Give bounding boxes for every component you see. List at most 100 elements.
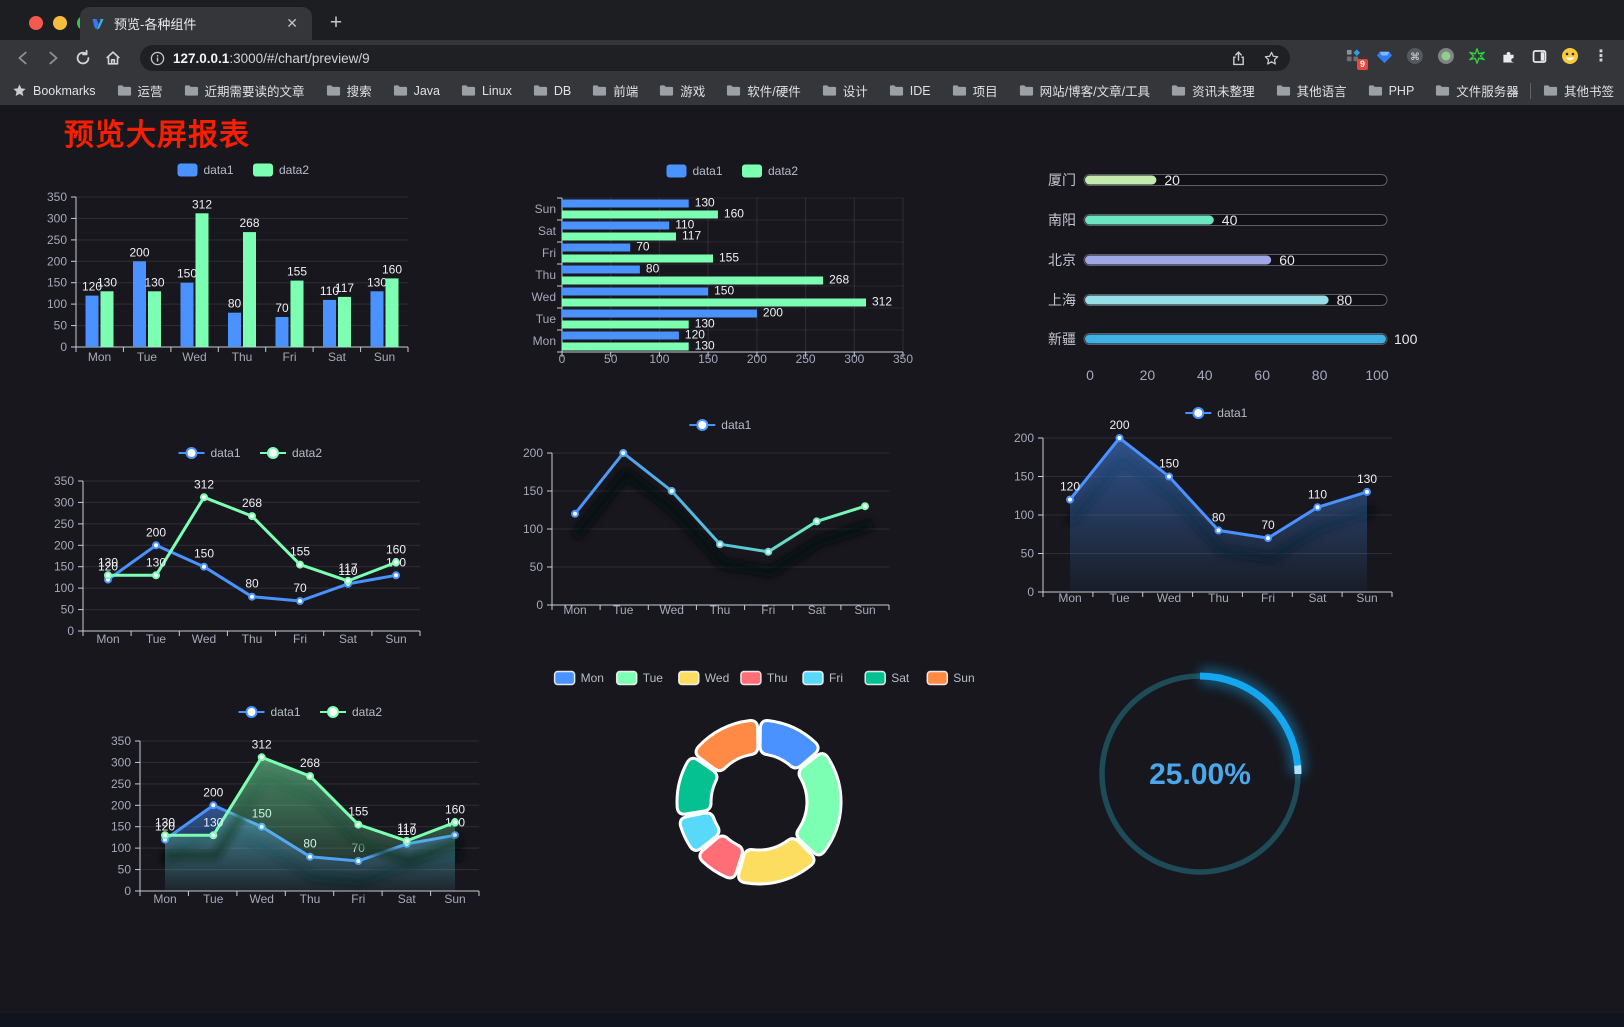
macos-close-button[interactable]: [29, 16, 43, 30]
bookmark-item[interactable]: 设计: [822, 81, 868, 100]
svg-text:250: 250: [111, 777, 131, 791]
c-pie-svg: Mon Tue Wed Thu Fri Sat Sun: [553, 670, 975, 886]
svg-text:Sun: Sun: [385, 632, 406, 646]
svg-text:Fri: Fri: [761, 603, 775, 617]
bookmark-star-icon[interactable]: [1263, 50, 1280, 67]
donut-slice-Fri[interactable]: [678, 811, 721, 852]
legend[interactable]: data1 data2: [178, 446, 323, 460]
extension-puzzle-icon[interactable]: [1497, 44, 1519, 68]
svg-text:50: 50: [54, 319, 68, 333]
donut-slice-Wed[interactable]: [737, 837, 816, 886]
legend[interactable]: data1 data2: [238, 705, 383, 719]
svg-text:117: 117: [682, 229, 701, 243]
back-icon[interactable]: [8, 44, 38, 72]
extension-command-icon[interactable]: ⌘: [1404, 44, 1426, 68]
extension-sidebar-icon[interactable]: [1528, 44, 1550, 68]
svg-text:40: 40: [1197, 367, 1213, 383]
svg-text:0: 0: [559, 352, 566, 366]
forward-icon[interactable]: [38, 44, 68, 72]
site-info-icon[interactable]: [150, 51, 165, 66]
bookmark-item[interactable]: 近期需要读的文章: [184, 81, 305, 100]
svg-text:Mon: Mon: [88, 350, 111, 364]
svg-text:data2: data2: [279, 163, 309, 177]
legend[interactable]: data1 data2: [177, 163, 310, 177]
bookmark-item[interactable]: DB: [533, 81, 571, 100]
folder-icon: [461, 85, 476, 96]
legend[interactable]: Mon Tue Wed Thu Fri Sat Sun: [553, 670, 975, 686]
extension-record-icon[interactable]: [1435, 44, 1457, 68]
svg-text:200: 200: [54, 538, 74, 552]
reload-icon[interactable]: [68, 44, 98, 72]
bookmarks-overflow-chevron[interactable]: »: [1510, 82, 1518, 99]
svg-text:160: 160: [382, 262, 402, 276]
svg-text:Thu: Thu: [232, 350, 253, 364]
bookmark-item[interactable]: 游戏: [659, 81, 705, 100]
bookmark-item[interactable]: PHP: [1368, 81, 1414, 100]
svg-text:80: 80: [228, 297, 242, 311]
new-tab-button[interactable]: +: [329, 11, 343, 34]
svg-text:312: 312: [252, 737, 272, 751]
svg-text:Thu: Thu: [300, 892, 321, 906]
bookmark-item[interactable]: Java: [393, 81, 440, 100]
bookmark-item[interactable]: 搜索: [326, 81, 372, 100]
extension-gem-icon[interactable]: [1373, 44, 1395, 68]
svg-text:100: 100: [1394, 331, 1418, 347]
home-icon[interactable]: [98, 44, 128, 72]
extension-emoji-icon[interactable]: [1559, 44, 1581, 68]
other-bookmarks-folder[interactable]: 其他书签: [1543, 81, 1614, 100]
svg-text:200: 200: [47, 254, 67, 268]
bookmark-item[interactable]: Linux: [461, 81, 512, 100]
share-icon[interactable]: [1230, 50, 1247, 67]
bookmark-item[interactable]: 项目: [952, 81, 998, 100]
svg-text:100: 100: [111, 841, 131, 855]
svg-text:data2: data2: [768, 164, 798, 178]
bookmark-item[interactable]: IDE: [889, 81, 931, 100]
chart-grouped-bar: 0 50 100 150 200 250 300 350 Mon Tue Wed Thu Fri Sat S…: [30, 145, 470, 370]
svg-text:Fri: Fri: [542, 246, 556, 260]
svg-text:268: 268: [239, 216, 259, 230]
donut-slice-Tue[interactable]: [795, 752, 843, 857]
svg-text:50: 50: [530, 560, 544, 574]
donut-slice-Sat[interactable]: [675, 756, 719, 816]
folder-icon: [1276, 85, 1290, 96]
bookmarks-manager-item[interactable]: Bookmarks: [12, 83, 96, 98]
folder-icon: [1436, 85, 1450, 96]
donut-slice-Thu[interactable]: [698, 834, 744, 880]
bookmark-item[interactable]: 网站/博客/文章/工具: [1019, 81, 1150, 100]
donut-slice-Mon[interactable]: [758, 719, 820, 770]
legend[interactable]: data1 data2: [666, 164, 799, 178]
svg-text:268: 268: [829, 273, 849, 287]
browser-tab[interactable]: 预览-各种组件 ✕: [80, 7, 312, 40]
legend[interactable]: data1: [689, 418, 752, 432]
menu-dots-icon[interactable]: ⋮: [1593, 48, 1609, 65]
bookmark-item[interactable]: 文件服务器: [1435, 81, 1519, 100]
macos-minimize-button[interactable]: [53, 16, 67, 30]
extension-collection-icon[interactable]: 9: [1342, 44, 1368, 70]
legend[interactable]: data1: [1185, 406, 1248, 420]
page-title: 预览大屏报表: [64, 119, 250, 152]
svg-text:Fri: Fri: [1261, 591, 1275, 605]
svg-text:25.00%: 25.00%: [1149, 758, 1251, 791]
svg-text:80: 80: [245, 577, 259, 591]
extension-star-icon[interactable]: [1466, 44, 1488, 68]
tab-favicon: [92, 18, 104, 29]
svg-text:Tue: Tue: [137, 350, 158, 364]
tab-close-icon[interactable]: ✕: [286, 15, 298, 31]
svg-text:120: 120: [685, 328, 705, 342]
bookmark-item[interactable]: 其他语言: [1276, 81, 1347, 100]
address-bar[interactable]: 127.0.0.1:3000/#/chart/preview/9: [140, 45, 1290, 71]
folder-icon: [822, 85, 836, 96]
tab-title: 预览-各种组件: [114, 17, 197, 32]
bookmark-item[interactable]: 资讯未整理: [1171, 81, 1255, 100]
bookmark-item[interactable]: 运营: [117, 81, 163, 100]
folder-icon: [952, 85, 966, 96]
svg-text:100: 100: [1365, 367, 1389, 383]
bookmark-item[interactable]: 软件/硬件: [726, 81, 801, 100]
donut-slice-Sun[interactable]: [694, 719, 760, 773]
svg-text:60: 60: [1279, 252, 1295, 268]
url-path: :3000/#/chart/preview/9: [229, 50, 370, 66]
svg-text:Wed: Wed: [192, 632, 216, 646]
bookmark-item[interactable]: 前端: [592, 81, 638, 100]
svg-text:160: 160: [724, 207, 744, 221]
